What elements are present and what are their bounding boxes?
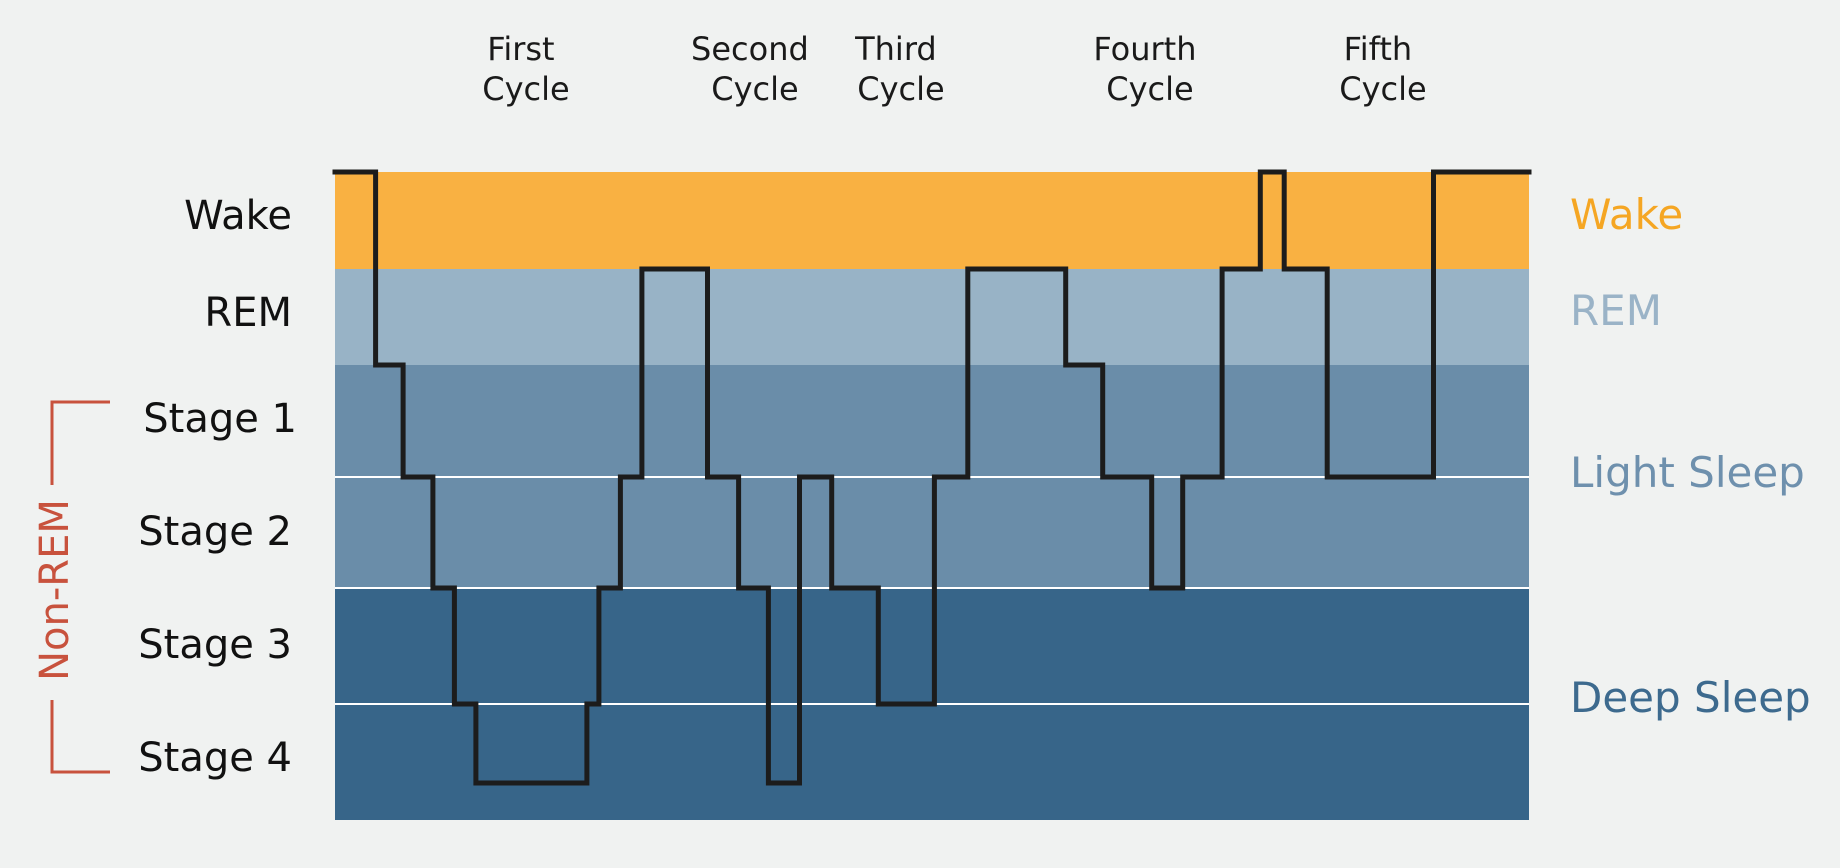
non-rem-bracket: Non-REM [32, 400, 110, 774]
hypnogram-trace [332, 169, 1532, 786]
stage-labels: Wake REM Stage 1 Stage 2 Stage 3 Stage 4 [138, 193, 297, 781]
category-labels: Wake REM Light Sleep Deep Sleep [1570, 190, 1811, 722]
rem-band [335, 269, 1529, 365]
cycle-label-second: Second Cycle [691, 30, 819, 108]
category-label-wake: Wake [1570, 190, 1683, 239]
stage-label-wake: Wake [184, 193, 292, 239]
stage-label-rem: REM [204, 290, 292, 336]
cycle-label-fourth: Fourth Cycle [1093, 30, 1206, 108]
stage-label-stage-1: Stage 1 [143, 396, 297, 442]
cycle-label-fifth: Fifth Cycle [1339, 30, 1426, 108]
cycle-labels: First Cycle Second Cycle Third Cycle Fou… [482, 30, 1426, 108]
non-rem-label: Non-REM [32, 499, 78, 681]
wake-band [335, 172, 1529, 269]
stage-label-stage-3: Stage 3 [138, 622, 292, 668]
category-label-light-sleep: Light Sleep [1570, 448, 1805, 497]
non-rem-bracket-top [50, 400, 110, 485]
category-label-rem: REM [1570, 286, 1662, 335]
category-label-deep-sleep: Deep Sleep [1570, 673, 1811, 722]
stage-label-stage-4: Stage 4 [138, 735, 292, 781]
non-rem-bracket-bottom [50, 700, 110, 774]
cycle-label-first: First Cycle [482, 30, 569, 108]
stage-label-stage-2: Stage 2 [138, 509, 292, 555]
cycle-label-third: Third Cycle [854, 30, 947, 108]
